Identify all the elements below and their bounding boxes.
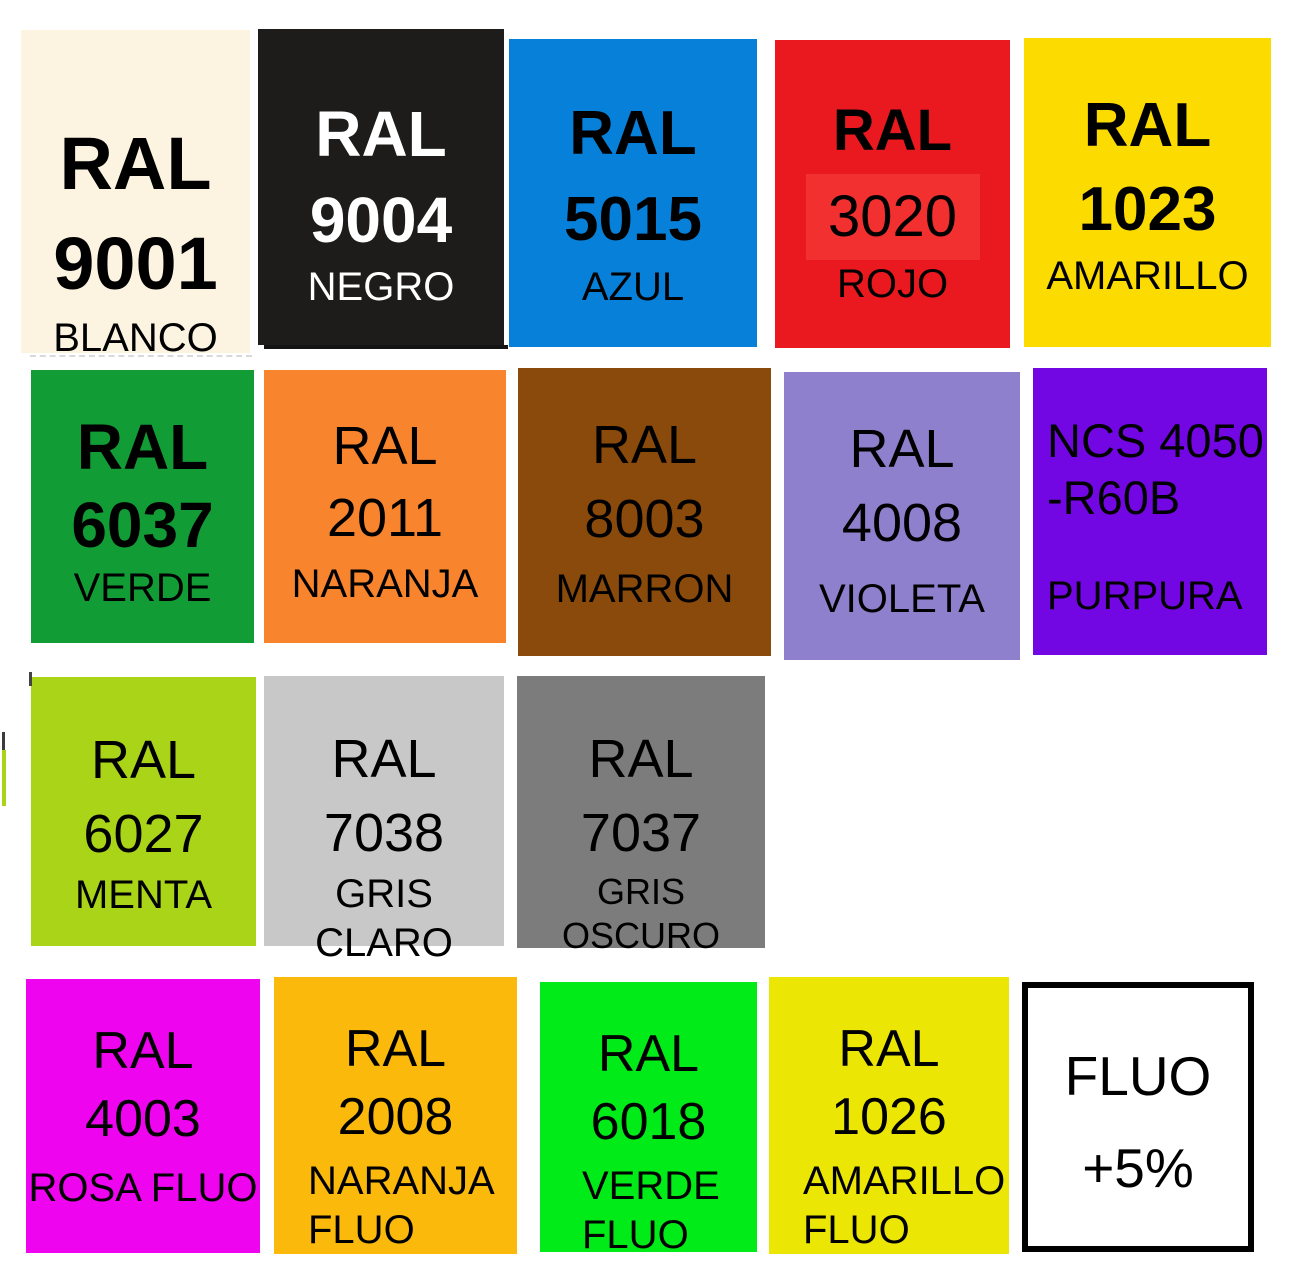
code-line-1: RAL — [331, 729, 437, 789]
swatch-ral-8003-marron: RAL 8003 MARRON — [518, 368, 771, 656]
code-line-2: 2008 — [337, 1088, 454, 1146]
swatch-code: RAL 1023 — [1079, 38, 1217, 252]
code-line-2: 3020 — [805, 174, 980, 260]
swatch-label: AZUL — [581, 265, 685, 309]
lime-tick-mark — [2, 750, 6, 806]
swatch-label: AMARILLO FLUO — [803, 1159, 1006, 1252]
code-line-2: 6027 — [83, 804, 204, 864]
swatch-ncs-4050-r60b-purpura: NCS 4050 -R60B PURPURA — [1033, 368, 1267, 655]
swatch-ral-3020-rojo: RAL 3020 ROJO — [775, 40, 1010, 348]
swatch-label: GRIS CLARO — [315, 872, 453, 965]
swatch-ral-5015-azul: RAL 5015 AZUL — [509, 39, 757, 347]
code-line-1: RAL — [315, 98, 447, 170]
code-line-1: RAL — [344, 1020, 447, 1078]
swatch-code: RAL 2011 — [327, 370, 443, 554]
code-line-1: RAL — [92, 1022, 194, 1080]
code-line-2: 4008 — [841, 493, 963, 553]
code-line-1: RAL — [76, 411, 209, 483]
swatch-label: MARRON — [555, 567, 734, 612]
swatch-code: RAL 5015 — [564, 39, 702, 263]
code-line-1: FLUO — [1064, 1045, 1212, 1107]
swatch-code: RAL 1026 — [831, 977, 947, 1151]
code-line-1: RAL — [1083, 91, 1212, 160]
swatch-ral-9004-negro: RAL 9004 NEGRO — [258, 29, 504, 345]
code-line-1: RAL — [849, 419, 955, 479]
code-line-2: 8003 — [584, 489, 705, 549]
code-line-2: 7038 — [323, 803, 445, 863]
swatch-ral-6027-menta: RAL 6027 MENTA — [31, 677, 256, 946]
swatch-code: RAL 4003 — [85, 979, 201, 1153]
swatch-code: RAL 2008 — [338, 977, 454, 1151]
code-line-2: 1023 — [1078, 175, 1217, 244]
code-line-1: RAL — [569, 99, 697, 168]
swatch-code: NCS 4050 -R60B — [1033, 368, 1267, 526]
swatch-label: VIOLETA — [819, 577, 985, 622]
code-line-2: -R60B — [1047, 471, 1181, 524]
swatch-ral-6037-verde: RAL 6037 VERDE — [31, 370, 254, 643]
swatch-code: FLUO +5% — [1065, 988, 1212, 1214]
code-line-2: 5015 — [564, 185, 702, 254]
swatch-ral-7038-gris-claro: RAL 7038 GRIS CLARO — [264, 676, 504, 965]
swatch-label: GRIS OSCURO — [561, 871, 720, 956]
code-line-1: RAL — [59, 122, 212, 205]
code-line-2: +5% — [1082, 1137, 1194, 1199]
code-line-1: RAL — [597, 1025, 700, 1083]
swatch-label: NARANJA — [291, 562, 479, 607]
code-line-2: 7037 — [580, 803, 702, 863]
swatch-ral-1023-amarillo: RAL 1023 AMARILLO — [1024, 38, 1271, 347]
swatch-label: AMARILLO — [1046, 254, 1249, 298]
corner-notch-mark — [29, 672, 32, 686]
dark-tick-mark — [2, 732, 5, 750]
swatch-code: RAL 9004 — [310, 29, 452, 263]
swatch-label: BLANCO — [53, 316, 218, 360]
swatch-ral-4008-violeta: RAL 4008 VIOLETA — [784, 372, 1020, 660]
code-line-2: 1026 — [831, 1088, 947, 1146]
code-line-2: 6018 — [590, 1093, 707, 1151]
code-line-1: RAL — [832, 98, 953, 163]
faint-dashed-line — [30, 355, 252, 357]
swatch-ral-2011-naranja: RAL 2011 NARANJA — [264, 370, 506, 643]
code-line-1: RAL — [332, 416, 438, 476]
swatch-label: VERDE FLUO — [582, 1164, 720, 1257]
swatch-code: RAL 7038 — [324, 676, 444, 870]
swatch-code: RAL 6018 — [591, 982, 707, 1156]
swatch-ral-2008-naranja-fluo: RAL 2008 NARANJA FLUO — [274, 977, 517, 1254]
code-line-1: RAL — [90, 730, 197, 790]
swatch-code: RAL 8003 — [584, 368, 704, 556]
swatch-code: RAL 4008 — [842, 372, 962, 560]
code-line-2: 2011 — [326, 488, 444, 548]
swatch-ral-7037-gris-oscuro: RAL 7037 GRIS OSCURO — [517, 676, 765, 956]
code-line-2: 9001 — [53, 222, 218, 305]
swatch-label: NEGRO — [307, 265, 455, 309]
swatch-ral-4003-rosa-fluo: RAL 4003 ROSA FLUO — [26, 979, 260, 1253]
swatch-code: RAL 9001 — [53, 30, 218, 314]
swatch-label: MENTA — [74, 873, 213, 917]
swatch-label: VERDE — [73, 566, 212, 610]
code-line-1: RAL — [588, 729, 694, 789]
swatch-label: ROSA FLUO — [28, 1166, 258, 1211]
code-line-2: 9004 — [309, 184, 453, 256]
black-edge-line — [264, 345, 508, 349]
swatch-ral-1026-amarillo-fluo: RAL 1026 AMARILLO FLUO — [769, 977, 1009, 1254]
swatch-code: RAL 3020 — [805, 40, 980, 260]
code-line-2: 6037 — [71, 489, 214, 561]
swatch-code: RAL 7037 — [581, 676, 701, 870]
swatch-label: ROJO — [836, 262, 949, 306]
code-line-1: RAL — [838, 1020, 940, 1078]
swatch-ral-6018-verde-fluo: RAL 6018 VERDE FLUO — [540, 982, 757, 1257]
swatch-code: RAL 6037 — [71, 370, 213, 564]
code-line-2: 4003 — [85, 1090, 201, 1148]
swatch-label: NARANJA FLUO — [308, 1159, 495, 1252]
swatch-fluo-plus-5-percent: FLUO +5% — [1022, 982, 1254, 1252]
swatch-ral-9001-blanco: RAL 9001 BLANCO — [21, 30, 250, 360]
swatch-code: RAL 6027 — [83, 677, 203, 871]
code-line-1: NCS 4050 — [1047, 414, 1264, 467]
swatch-label: PURPURA — [1047, 574, 1243, 619]
code-line-1: RAL — [591, 415, 698, 475]
